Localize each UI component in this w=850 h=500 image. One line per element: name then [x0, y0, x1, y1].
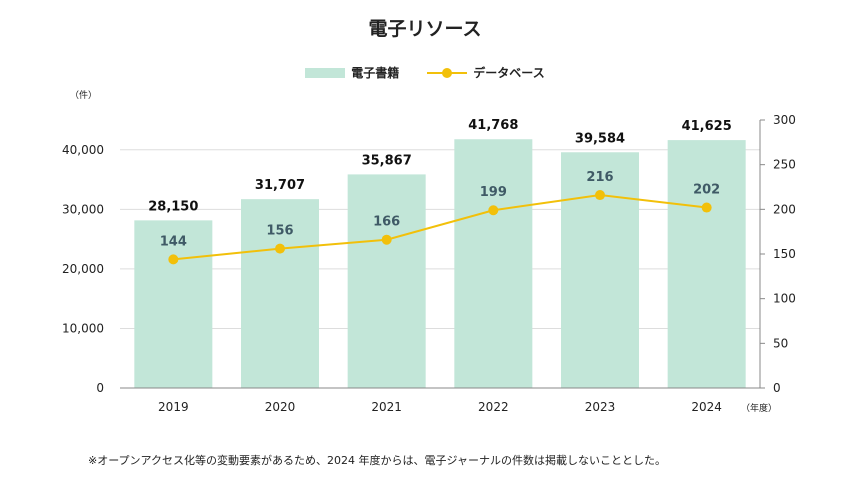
- y-left-tick-label: 20,000: [62, 262, 104, 276]
- x-tick-label: 2021: [371, 400, 402, 414]
- legend-item-ebooks: 電子書籍: [305, 64, 399, 81]
- line-value-label: 144: [160, 234, 187, 249]
- y-right-tick-label: 50: [773, 336, 788, 350]
- bar-2020: [241, 199, 319, 388]
- line-value-label: 156: [266, 224, 293, 239]
- x-tick-label: 2022: [478, 400, 509, 414]
- line-value-label: 216: [586, 170, 613, 185]
- bar-value-label: 28,150: [148, 199, 198, 214]
- line-value-label: 199: [480, 185, 507, 200]
- x-axis-unit: （年度）: [741, 404, 778, 414]
- y-right-tick-label: 200: [773, 202, 796, 216]
- x-tick-label: 2024: [691, 400, 722, 414]
- database-point-2022: [488, 205, 499, 216]
- y-left-tick-label: 10,000: [62, 321, 104, 335]
- y-right-tick-label: 150: [773, 247, 796, 261]
- y-left-tick-label: 0: [96, 381, 104, 395]
- left-axis-unit: （件）: [70, 91, 98, 101]
- database-point-2023: [595, 190, 605, 201]
- footnote: ※オープンアクセス化等の変動要素があるため、2024 年度からは、電子ジャーナル…: [88, 454, 666, 467]
- bar-value-label: 41,768: [468, 118, 518, 133]
- x-tick-label: 2019: [158, 400, 189, 414]
- bar-2023: [561, 152, 639, 388]
- bar-value-label: 41,625: [682, 119, 732, 134]
- bar-value-label: 31,707: [255, 178, 305, 193]
- database-point-2019: [168, 254, 179, 265]
- legend-swatch-line: [427, 67, 468, 78]
- y-right-tick-label: 0: [773, 381, 781, 395]
- database-point-2024: [701, 202, 712, 213]
- bar-2022: [454, 139, 533, 388]
- database-point-2020: [275, 243, 285, 254]
- legend-label-database: データベース: [473, 66, 545, 80]
- legend-label-ebooks: 電子書籍: [351, 66, 400, 80]
- line-value-label: 166: [373, 215, 400, 230]
- bar-value-label: 35,867: [362, 153, 412, 168]
- x-tick-label: 2020: [265, 400, 296, 414]
- bar-2019: [134, 220, 213, 388]
- line-value-label: 202: [693, 183, 720, 198]
- y-left-tick-label: 40,000: [62, 143, 104, 157]
- y-right-tick-label: 100: [773, 292, 796, 306]
- chart-title: 電子リソース: [368, 18, 482, 40]
- y-right-tick-label: 300: [773, 113, 796, 127]
- bar-2024: [667, 140, 746, 388]
- legend: 電子書籍 データベース: [0, 64, 850, 81]
- legend-item-database: データベース: [427, 64, 545, 81]
- bar-2021: [347, 174, 426, 388]
- database-point-2021: [381, 234, 392, 245]
- y-right-tick-label: 250: [773, 158, 796, 172]
- bar-value-label: 39,584: [575, 131, 625, 146]
- x-tick-label: 2023: [585, 400, 616, 414]
- legend-swatch-bar: [305, 67, 346, 78]
- database-line: [173, 194, 707, 261]
- y-left-tick-label: 30,000: [62, 202, 104, 216]
